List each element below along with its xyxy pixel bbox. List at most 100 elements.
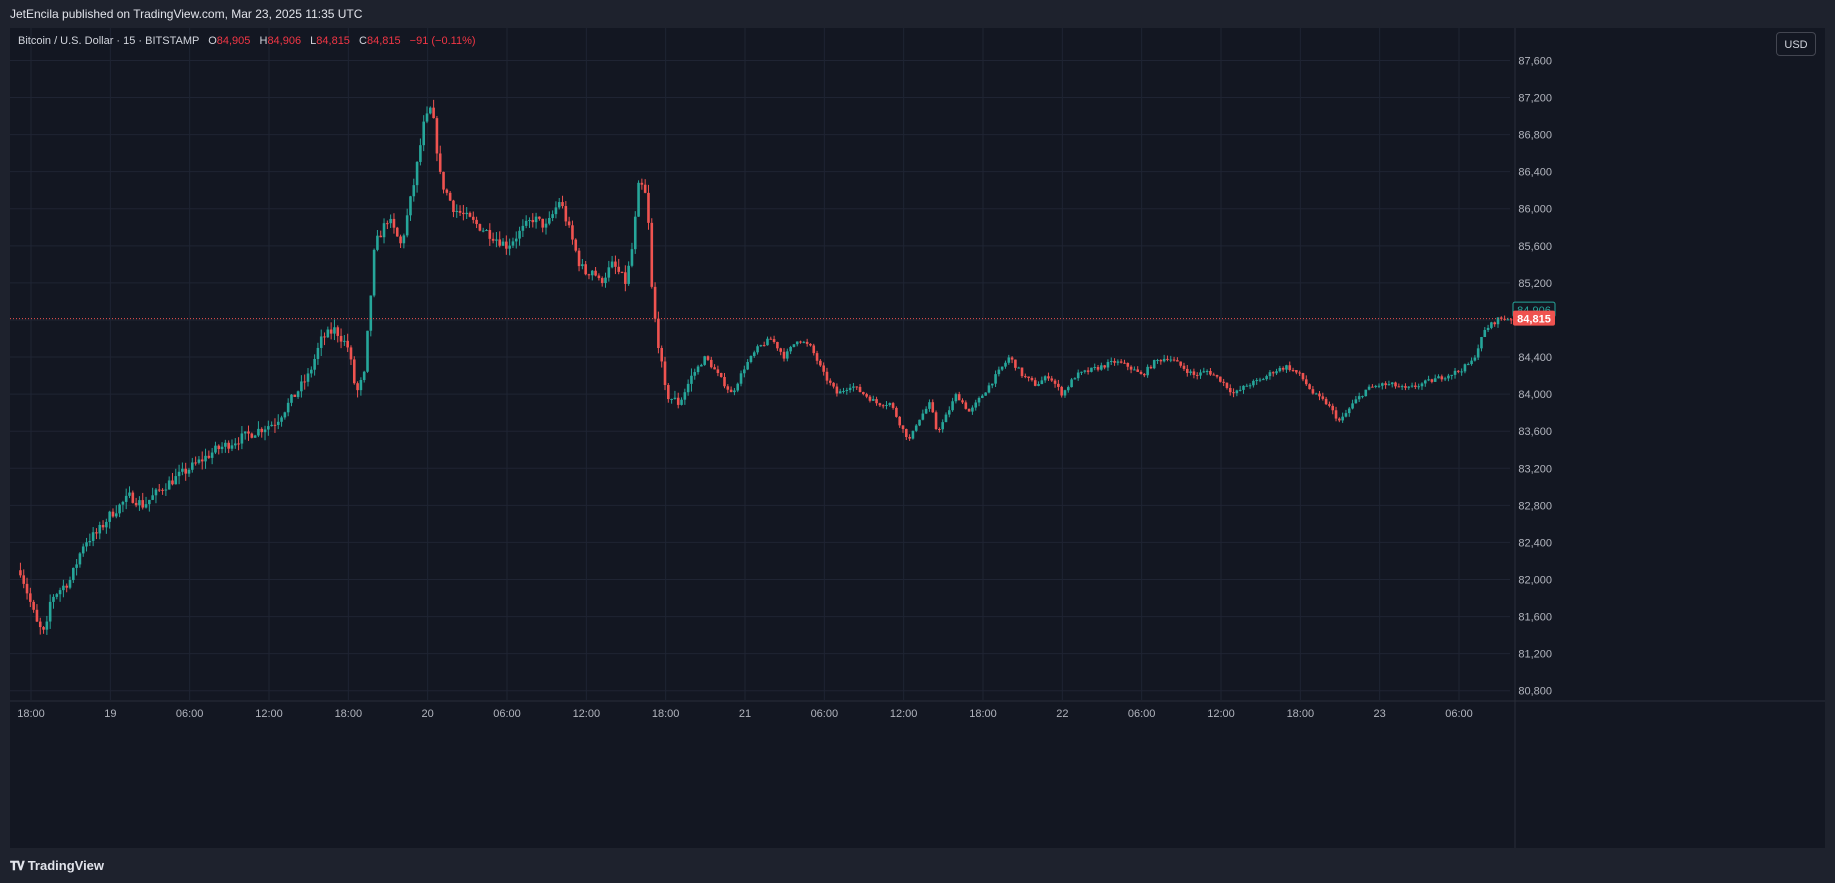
- candle-body: [293, 394, 297, 397]
- candle-body: [716, 369, 720, 374]
- candle-body: [362, 371, 366, 381]
- candle-body: [25, 583, 29, 594]
- candle-body: [85, 542, 88, 547]
- candle-body: [329, 329, 333, 334]
- time-tick-label: 18:00: [652, 708, 680, 720]
- candle-body: [868, 396, 872, 401]
- candle-body: [637, 182, 640, 217]
- candle-body: [1304, 379, 1308, 385]
- candle-body: [1371, 386, 1374, 388]
- candle-body: [667, 385, 670, 400]
- candle-body: [981, 395, 984, 398]
- candle-body: [633, 216, 637, 250]
- candle-body: [1367, 386, 1371, 390]
- candle-body: [1222, 381, 1225, 383]
- candle-body: [587, 274, 591, 276]
- candle-body: [1159, 360, 1163, 362]
- candle-body: [81, 546, 85, 554]
- candle-body: [448, 192, 452, 201]
- candle-body: [425, 113, 429, 122]
- price-tick-label: 86,800: [1518, 130, 1552, 142]
- candle-body: [247, 431, 250, 434]
- candle-body: [805, 341, 809, 344]
- candle-body: [971, 407, 974, 412]
- candle-body: [498, 239, 502, 246]
- price-tick-label: 81,200: [1518, 649, 1552, 661]
- candle-body: [1004, 362, 1007, 367]
- candle-body: [1295, 370, 1298, 373]
- candle-body: [1020, 367, 1024, 377]
- candle-body: [1228, 387, 1232, 393]
- time-tick-label: 12:00: [890, 708, 918, 720]
- price-tick-label: 83,200: [1518, 463, 1552, 475]
- candle-body: [148, 499, 151, 505]
- candle-body: [908, 437, 911, 439]
- candle-body: [91, 532, 95, 541]
- tradingview-logo[interactable]: 𝐓𝐕 TradingView: [10, 858, 104, 874]
- candle-body: [802, 341, 806, 343]
- candle-body: [1070, 379, 1073, 388]
- candle-body: [267, 426, 270, 430]
- candle-body: [1093, 367, 1097, 369]
- candle-body: [343, 340, 346, 342]
- candle-body: [1199, 372, 1202, 376]
- candle-body: [571, 225, 574, 240]
- price-tick-label: 82,800: [1518, 500, 1552, 512]
- candle-body: [957, 394, 961, 401]
- candle-body: [1000, 366, 1004, 370]
- candle-body: [994, 374, 997, 384]
- candle-body: [1493, 322, 1496, 325]
- candle-body: [485, 230, 488, 232]
- candle-body: [1235, 390, 1239, 394]
- candle-body: [78, 553, 82, 565]
- candle-body: [574, 239, 578, 251]
- candle-body: [243, 431, 247, 434]
- candle-body: [240, 433, 244, 444]
- candle-body: [1172, 359, 1176, 361]
- candle-body: [161, 489, 164, 491]
- candle-body: [865, 394, 868, 397]
- candle-body: [1271, 372, 1275, 374]
- time-tick-label: 06:00: [1445, 708, 1473, 720]
- candle-body: [954, 394, 958, 402]
- high-label: H: [259, 35, 268, 47]
- candle-body: [227, 442, 230, 449]
- candle-body: [776, 342, 779, 349]
- time-tick-label: 12:00: [255, 708, 283, 720]
- candle-body: [111, 511, 115, 517]
- candle-body: [1103, 365, 1106, 368]
- candle-body: [237, 443, 240, 445]
- candle-body: [1470, 360, 1473, 365]
- candle-body: [177, 471, 181, 477]
- candle-body: [290, 394, 293, 403]
- candle-body: [128, 492, 131, 496]
- candle-body: [438, 153, 442, 172]
- candle-body: [1338, 418, 1341, 421]
- price-tick-label: 86,000: [1518, 204, 1552, 216]
- price-tick-label: 87,600: [1518, 55, 1552, 67]
- candle-body: [822, 365, 825, 372]
- candle-body: [600, 278, 604, 284]
- candle-body: [1066, 387, 1070, 391]
- candle-body: [230, 445, 234, 449]
- candle-body: [944, 414, 948, 423]
- chart-area[interactable]: [10, 28, 1825, 848]
- candle-body: [491, 238, 495, 241]
- candle-body: [1420, 383, 1424, 387]
- candle-body: [233, 443, 237, 446]
- candle-body: [184, 468, 187, 474]
- candle-body: [1007, 357, 1011, 363]
- time-tick-label: 18:00: [969, 708, 997, 720]
- candle-body: [1225, 382, 1229, 388]
- candle-body: [389, 218, 392, 224]
- candle-body: [38, 621, 42, 628]
- candlestick-chart[interactable]: 80,800 81,200 81,600 82,000 82,400 82,800 83,2…: [0, 0, 1835, 848]
- candle-body: [624, 272, 627, 284]
- symbol-title[interactable]: Bitcoin / U.S. Dollar · 15 · BITSTAMP: [18, 35, 200, 47]
- time-tick-label: 21: [739, 708, 751, 720]
- currency-button[interactable]: USD: [1776, 32, 1816, 56]
- candle-body: [359, 380, 363, 391]
- candle-body: [210, 452, 214, 458]
- candle-body: [1252, 380, 1255, 386]
- candle-body: [1440, 376, 1444, 380]
